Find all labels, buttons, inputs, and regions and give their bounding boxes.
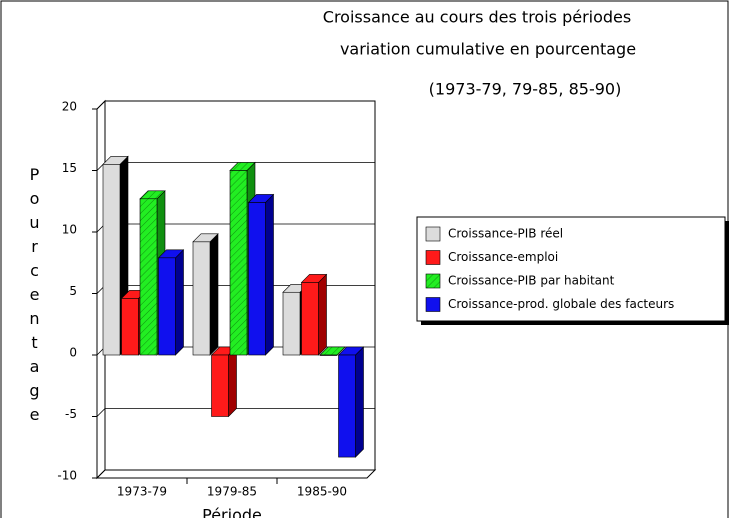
bar [102,164,121,356]
grid-line [96,100,375,110]
legend [416,216,726,322]
x-tick-label: 1985-90 [297,485,347,499]
bar [319,354,338,356]
bar [211,354,229,417]
bar [282,291,301,356]
x-axis-label: Période [202,506,262,518]
chart-title: Croissance au cours des trois périodes [323,8,631,27]
bar [139,198,158,356]
bar [158,257,176,356]
bar [229,170,248,356]
legend-label: Croissance-emploi [448,250,558,264]
y-tick-label: 10 [62,223,77,237]
legend-swatch [425,273,441,289]
legend-label: Croissance-prod. globale des facteurs [448,297,674,311]
legend-label: Croissance-PIB réel [448,227,563,241]
bar [192,241,211,356]
x-tick-label: 1973-79 [117,485,167,499]
chart-subtitle: variation cumulative en pourcentage [340,40,636,59]
legend-swatch [425,250,441,265]
y-tick-label: 5 [69,284,77,298]
bar [121,298,139,356]
bar-side [209,233,219,356]
y-tick-label: -10 [57,469,77,483]
y-tick-label: 20 [62,100,77,114]
y-tick-label: 0 [69,346,77,360]
bar-side [228,346,237,418]
bar-side [318,273,327,356]
x-tick-label: 1979-85 [207,485,257,499]
bar-side [175,249,184,356]
grid-line [96,469,375,479]
chart-subtitle: (1973-79, 79-85, 85-90) [429,80,622,99]
legend-label: Croissance-PIB par habitant [448,274,615,288]
bar [248,202,266,356]
y-axis-label: Pourcentage [25,165,44,429]
floor [95,469,377,479]
bar [301,282,319,356]
y-tick-label: -5 [65,407,77,421]
legend-swatch [425,297,441,312]
bar [338,354,356,458]
y-tick-label: 15 [62,161,77,175]
legend-swatch [425,226,441,242]
bar-side [355,346,364,458]
bar-side [265,193,274,356]
grid-line [96,408,375,417]
